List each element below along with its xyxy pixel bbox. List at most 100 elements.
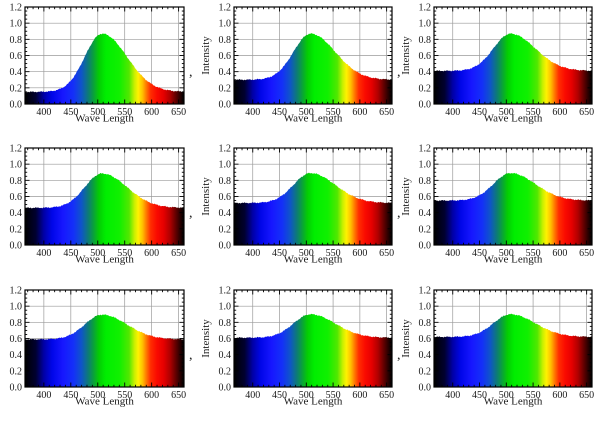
spectrum-chart: 400 450 500 550 600 650 0.0 0.2 0.4 0.6 0.8 1.0 1.2 W… — [400, 144, 594, 266]
y-tick-label: 1.2 — [419, 286, 432, 297]
y-tick-label: 0.2 — [10, 83, 23, 94]
y-axis-title: Intensity — [400, 177, 412, 216]
spectrum-fill — [25, 314, 184, 387]
y-tick-label: 1.2 — [219, 3, 232, 14]
x-axis-title: Wave Length — [484, 254, 543, 266]
x-tick-label: 650 — [171, 107, 186, 118]
x-tick-label: 450 — [63, 248, 78, 259]
x-tick-label: 650 — [379, 390, 394, 401]
spectrum-fill — [234, 313, 392, 387]
y-axis-title: Intensity — [400, 319, 412, 358]
x-tick-label: 500 — [90, 248, 105, 259]
y-tick-label: 1.2 — [10, 144, 23, 155]
x-tick-label: 600 — [144, 390, 159, 401]
spectrum-plot-r2c2: 400 450 500 550 600 650 0.0 0.2 0.4 0.6 0.8 1.0 1.2 W… — [200, 141, 401, 283]
y-tick-label: 0.8 — [419, 35, 432, 46]
x-tick-label: 600 — [552, 107, 567, 118]
y-tick-label: 0.2 — [419, 366, 432, 377]
y-tick-label: 0.2 — [10, 224, 23, 235]
y-tick-label: 0.8 — [10, 35, 23, 46]
x-tick-label: 650 — [579, 390, 594, 401]
x-tick-label: 550 — [326, 248, 341, 259]
y-tick-label: 1.2 — [219, 144, 232, 155]
x-tick-label: 400 — [445, 390, 460, 401]
x-tick-label: 450 — [472, 107, 487, 118]
y-tick-labels: 0.0 0.2 0.4 0.6 0.8 1.0 1.2 — [419, 286, 432, 394]
x-axis-title: Wave Length — [284, 113, 343, 125]
spectrum-fill — [25, 33, 184, 104]
x-tick-label: 500 — [90, 390, 105, 401]
x-tick-labels: 400 450 500 550 600 650 — [445, 248, 594, 259]
x-tick-label: 450 — [272, 390, 287, 401]
x-axis-title: Wave Length — [484, 113, 543, 125]
spectrum-fill — [25, 172, 184, 245]
spectrum-plot-r1c3: 400 450 500 550 600 650 0.0 0.2 0.4 0.6 0.8 1.0 1.2 W… — [400, 0, 600, 141]
x-tick-label: 500 — [90, 107, 105, 118]
x-tick-label: 400 — [245, 390, 260, 401]
y-tick-label: 0.4 — [10, 67, 23, 78]
x-tick-label: 450 — [63, 107, 78, 118]
y-tick-label: 0.0 — [419, 241, 432, 252]
y-tick-label: 1.2 — [219, 286, 232, 297]
spectrum-plot-r3c3: 400 450 500 550 600 650 0.0 0.2 0.4 0.6 0.8 1.0 1.2 W… — [400, 283, 600, 424]
y-tick-label: 0.4 — [10, 208, 23, 219]
x-tick-label: 550 — [117, 107, 132, 118]
y-tick-label: 0.8 — [419, 176, 432, 187]
list-separator-comma: , — [397, 65, 401, 80]
y-tick-label: 0.6 — [10, 51, 23, 62]
tick-marks — [25, 6, 185, 105]
y-axis-title: Intensity — [200, 36, 212, 75]
tick-marks — [434, 289, 593, 388]
y-tick-label: 0.0 — [10, 241, 23, 252]
spectrum-chart: 400 450 500 550 600 650 0.0 0.2 0.4 0.6 0.8 1.0 1.2 W… — [200, 144, 401, 266]
spectrum-chart: 400 450 500 550 600 650 0.0 0.2 0.4 0.6 0.8 1.0 1.2 W… — [400, 286, 594, 408]
x-tick-label: 600 — [144, 248, 159, 259]
x-tick-label: 600 — [552, 390, 567, 401]
x-tick-label: 550 — [526, 248, 541, 259]
y-tick-label: 0.6 — [419, 192, 432, 203]
y-tick-label: 0.0 — [419, 383, 432, 394]
spectrum-chart: 400 450 500 550 600 650 0.0 0.2 0.4 0.6 0.8 1.0 1.2 W… — [200, 3, 401, 125]
y-tick-label: 0.6 — [219, 192, 232, 203]
y-axis-title: Intensity — [400, 36, 412, 75]
y-tick-label: 0.4 — [219, 350, 232, 361]
spectrum-plot-r2c1: 400 450 500 550 600 650 0.0 0.2 0.4 0.6 0.8 1.0 1.2 W… — [0, 141, 200, 283]
y-tick-label: 0.8 — [10, 176, 23, 187]
tick-marks — [234, 6, 393, 105]
x-tick-label: 600 — [552, 248, 567, 259]
tick-marks — [434, 147, 593, 246]
y-axis-title: Intensity — [200, 177, 212, 216]
y-tick-label: 0.8 — [10, 318, 23, 329]
x-tick-label: 650 — [379, 107, 394, 118]
y-tick-label: 0.6 — [10, 192, 23, 203]
y-tick-label: 0.0 — [419, 100, 432, 111]
spectrum-chart: 400 450 500 550 600 650 0.0 0.2 0.4 0.6 0.8 1.0 1.2 W… — [10, 3, 193, 125]
y-tick-label: 0.2 — [419, 83, 432, 94]
x-tick-label: 550 — [326, 107, 341, 118]
y-tick-label: 1.2 — [419, 144, 432, 155]
tick-marks — [434, 6, 593, 105]
y-tick-label: 0.4 — [10, 350, 23, 361]
y-tick-label: 0.2 — [219, 224, 232, 235]
tick-marks — [234, 289, 393, 388]
y-tick-label: 1.2 — [419, 3, 432, 14]
x-tick-label: 500 — [499, 107, 514, 118]
y-tick-label: 0.0 — [219, 241, 232, 252]
y-tick-labels: 0.0 0.2 0.4 0.6 0.8 1.0 1.2 — [10, 3, 23, 111]
list-separator-comma: , — [397, 206, 401, 221]
y-tick-label: 0.4 — [419, 350, 432, 361]
spectrum-fill — [234, 172, 392, 245]
y-tick-label: 0.6 — [10, 334, 23, 345]
y-tick-label: 0.6 — [219, 51, 232, 62]
y-tick-label: 1.0 — [219, 302, 232, 313]
spectrum-chart: 400 450 500 550 600 650 0.0 0.2 0.4 0.6 0.8 1.0 1.2 W… — [10, 286, 193, 408]
y-tick-label: 0.0 — [219, 100, 232, 111]
y-tick-label: 0.6 — [419, 51, 432, 62]
x-tick-label: 600 — [352, 107, 367, 118]
tick-marks — [234, 147, 393, 246]
x-tick-label: 400 — [245, 248, 260, 259]
x-tick-label: 450 — [472, 390, 487, 401]
y-tick-label: 0.0 — [219, 383, 232, 394]
y-tick-labels: 0.0 0.2 0.4 0.6 0.8 1.0 1.2 — [419, 3, 432, 111]
